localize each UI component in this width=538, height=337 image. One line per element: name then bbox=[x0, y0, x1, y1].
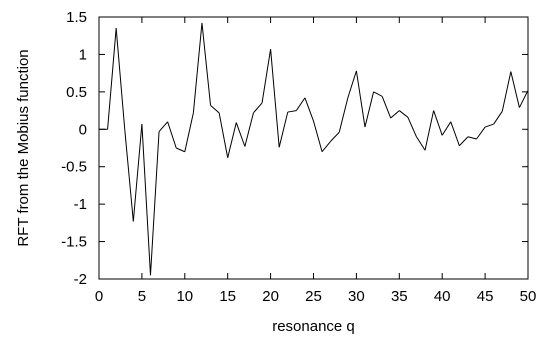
y-tick-label: 1.5 bbox=[66, 9, 87, 26]
line-segment bbox=[347, 70, 357, 98]
line-segment bbox=[510, 71, 520, 108]
line-segment bbox=[124, 129, 134, 222]
y-tick-label: 1 bbox=[79, 46, 87, 63]
line-segment bbox=[321, 140, 332, 153]
axis-tick-labels: 0 5 10 15 20 25 30 35 40 45 50 1.5 1 0.5 0 -0.5 -1 -1.5 -2 bbox=[61, 9, 536, 305]
x-tick-label: 35 bbox=[391, 288, 408, 305]
line-segment bbox=[184, 112, 194, 152]
line-segment bbox=[295, 97, 306, 111]
line-segment bbox=[141, 124, 151, 276]
line-segment bbox=[149, 131, 160, 276]
line-segment bbox=[493, 111, 503, 125]
line-segment bbox=[107, 28, 117, 130]
line-segment bbox=[176, 147, 185, 153]
series-group bbox=[99, 22, 529, 276]
line-segment bbox=[313, 120, 323, 152]
line-segment bbox=[304, 97, 314, 122]
line-segment bbox=[192, 22, 203, 113]
line-segment bbox=[210, 104, 220, 114]
line-segment bbox=[167, 121, 177, 149]
line-segment bbox=[501, 71, 512, 112]
y-axis-label: RFT from the Mobius function bbox=[15, 49, 32, 246]
line-segment bbox=[458, 136, 469, 147]
line-segment bbox=[407, 117, 417, 137]
x-tick-label: 45 bbox=[477, 288, 494, 305]
line-segment bbox=[450, 121, 460, 146]
line-segment bbox=[261, 49, 272, 104]
x-tick-label: 25 bbox=[305, 288, 322, 305]
line-segment bbox=[390, 110, 400, 119]
line-segment bbox=[278, 111, 289, 148]
x-tick-label: 15 bbox=[219, 288, 236, 305]
x-tick-label: 5 bbox=[138, 288, 146, 305]
plot-frame bbox=[98, 16, 529, 280]
line-segment bbox=[433, 110, 443, 136]
y-tick-label: -1.5 bbox=[61, 234, 87, 251]
line-segment bbox=[227, 122, 237, 158]
line-segment bbox=[518, 90, 529, 108]
line-segment bbox=[132, 124, 143, 222]
line-segment bbox=[218, 112, 229, 158]
line-segment bbox=[330, 131, 340, 142]
line-segment bbox=[381, 96, 392, 119]
x-tick-label: 50 bbox=[520, 288, 537, 305]
line-segment bbox=[398, 110, 409, 118]
y-tick-label: -1 bbox=[74, 196, 87, 213]
line-segment bbox=[373, 91, 383, 97]
line-segment bbox=[416, 136, 426, 151]
x-tick-label: 40 bbox=[434, 288, 451, 305]
line-segment bbox=[441, 121, 452, 136]
y-tick-label: 0 bbox=[79, 121, 87, 138]
line-segment bbox=[115, 28, 126, 130]
x-tick-label: 0 bbox=[95, 288, 103, 305]
line-segment bbox=[484, 123, 494, 128]
y-tick-label: -2 bbox=[74, 271, 87, 288]
y-tick-label: -0.5 bbox=[61, 159, 87, 176]
line-segment bbox=[364, 91, 375, 128]
y-tick-label: 0.5 bbox=[66, 84, 87, 101]
line-segment bbox=[476, 126, 486, 140]
series-line bbox=[99, 22, 529, 276]
line-segment bbox=[467, 136, 477, 140]
line-segment bbox=[355, 70, 366, 128]
line-segment bbox=[158, 121, 169, 132]
x-tick-label: 10 bbox=[176, 288, 193, 305]
line-segment bbox=[338, 97, 349, 133]
line-segment bbox=[424, 110, 435, 151]
x-axis-label: resonance q bbox=[272, 318, 355, 335]
line-segment bbox=[270, 49, 280, 148]
line-segment bbox=[235, 122, 246, 147]
line-segment bbox=[253, 102, 263, 114]
axis-ticks bbox=[98, 16, 529, 280]
line-segment bbox=[201, 22, 212, 106]
line-segment bbox=[287, 110, 297, 113]
x-tick-label: 20 bbox=[262, 288, 279, 305]
line-segment bbox=[244, 112, 254, 147]
x-tick-label: 30 bbox=[348, 288, 365, 305]
